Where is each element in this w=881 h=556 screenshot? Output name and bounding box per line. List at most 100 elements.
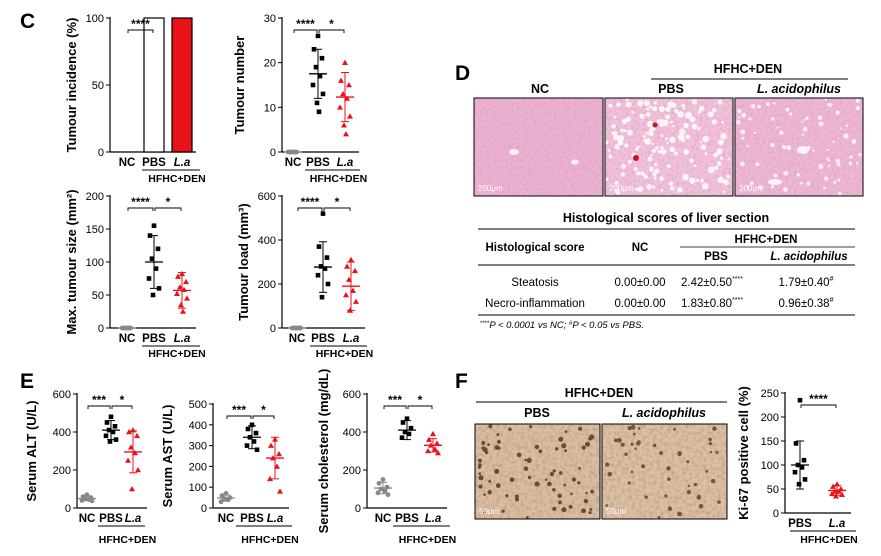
texture-dot xyxy=(718,139,724,146)
panel-label-f: F xyxy=(455,370,468,393)
texture-dot xyxy=(839,127,843,130)
x-category-label: L.a xyxy=(174,333,191,345)
texture-dot xyxy=(823,186,826,190)
texture-dot xyxy=(689,158,694,163)
texture-dot xyxy=(657,150,661,154)
texture-dot xyxy=(750,181,754,186)
texture-dot xyxy=(588,436,593,441)
data-point-la xyxy=(425,448,431,454)
texture-dot xyxy=(529,425,533,429)
texture-dot xyxy=(801,133,805,136)
data-point-la xyxy=(341,122,347,128)
texture-dot xyxy=(590,489,594,494)
data-point-pbs xyxy=(324,255,330,260)
y-tick-label: 400 xyxy=(189,420,207,432)
data-point-nc xyxy=(385,492,391,498)
texture-dot xyxy=(716,161,722,166)
texture-dot xyxy=(637,100,644,107)
texture-dot xyxy=(656,119,662,124)
texture-dot xyxy=(621,163,627,169)
data-point-pbs xyxy=(320,91,326,97)
texture-dot xyxy=(668,181,674,186)
texture-dot xyxy=(526,457,532,463)
x-category-label: PBS xyxy=(395,513,419,525)
significance-bracket xyxy=(407,405,433,409)
data-point-pbs xyxy=(313,64,319,70)
texture-dot xyxy=(646,107,649,111)
texture-dot xyxy=(558,500,562,505)
texture-dot xyxy=(505,494,509,498)
texture-dot xyxy=(843,133,849,139)
texture-dot xyxy=(707,111,714,118)
texture-dot xyxy=(627,159,632,164)
significance-bracket xyxy=(127,207,154,211)
chart-serum-alt: 0 200 400 600 Serum ALT (U/L) NC PBS L.a HFHC+DE… xyxy=(24,389,156,546)
texture-dot xyxy=(664,114,670,120)
texture-dot xyxy=(779,130,784,136)
texture-dot xyxy=(627,425,632,431)
y-tick-label: 0 xyxy=(65,503,71,515)
texture-dot xyxy=(611,131,615,135)
x-category-label: L.a xyxy=(174,157,191,169)
significance-bracket xyxy=(293,29,318,33)
texture-dot xyxy=(677,511,682,517)
texture-dot xyxy=(554,447,559,451)
ki67-nuclei xyxy=(604,424,721,519)
texture-dot xyxy=(627,481,631,485)
texture-dot xyxy=(666,163,671,169)
chart-serum-ast: 0 100 200 300 400 500 Serum AST (U/L) NC PBS L.a H… xyxy=(160,399,299,546)
texture-dot xyxy=(722,179,729,185)
texture-dot xyxy=(549,471,555,477)
texture-dot xyxy=(581,508,586,514)
y-tick-label: 150 xyxy=(86,224,104,236)
texture-dot xyxy=(558,471,563,475)
texture-dot xyxy=(667,506,673,511)
texture-dot xyxy=(620,442,625,447)
texture-dot xyxy=(621,118,627,125)
data-point-la xyxy=(352,267,358,274)
data-point-pbs xyxy=(319,294,325,300)
table-header-nc: NC xyxy=(632,242,649,254)
texture-dot xyxy=(651,148,656,153)
texture-dot xyxy=(552,488,556,492)
panel-label-e: E xyxy=(20,370,34,393)
texture-dot xyxy=(483,493,486,496)
texture-dot xyxy=(649,105,652,109)
y-axis-label: Serum cholesterol (mg/dL) xyxy=(316,369,331,534)
texture-dot xyxy=(632,432,636,436)
texture-dot xyxy=(508,427,512,432)
texture-dot xyxy=(625,98,629,102)
texture-dot xyxy=(738,116,741,119)
x-category-label: L.a xyxy=(125,513,142,525)
significance-bracket xyxy=(252,415,275,419)
texture-dot xyxy=(666,466,671,471)
texture-dot xyxy=(636,441,641,446)
data-point-pbs xyxy=(156,286,162,291)
texture-dot xyxy=(674,108,679,114)
texture-dot xyxy=(672,124,675,128)
texture-dot xyxy=(687,484,691,488)
table-header-la: L. acidophilus xyxy=(770,251,847,263)
texture-dot xyxy=(715,151,720,156)
texture-dot xyxy=(614,189,619,194)
texture-dot xyxy=(832,140,835,143)
texture-dot xyxy=(626,129,633,136)
significance-label: **** xyxy=(301,195,320,209)
x-category-label: PBS xyxy=(142,157,166,169)
texture-dot xyxy=(670,185,675,191)
data-point-pbs xyxy=(316,244,322,249)
texture-dot xyxy=(538,449,543,454)
row-steatosis-name: Steatosis xyxy=(511,277,559,289)
texture-dot xyxy=(748,117,752,121)
texture-dot xyxy=(773,173,778,178)
significance-label: **** xyxy=(131,17,150,31)
x-category-label: L.a xyxy=(337,157,354,169)
data-point-pbs xyxy=(317,73,323,79)
he-label-nc: NC xyxy=(531,82,549,96)
y-tick-label: 50 xyxy=(92,80,104,92)
data-point-pbs xyxy=(155,246,161,252)
texture-dot xyxy=(655,146,659,150)
texture-dot xyxy=(488,479,492,483)
data-point-la xyxy=(134,432,140,439)
texture-dot xyxy=(677,187,683,193)
